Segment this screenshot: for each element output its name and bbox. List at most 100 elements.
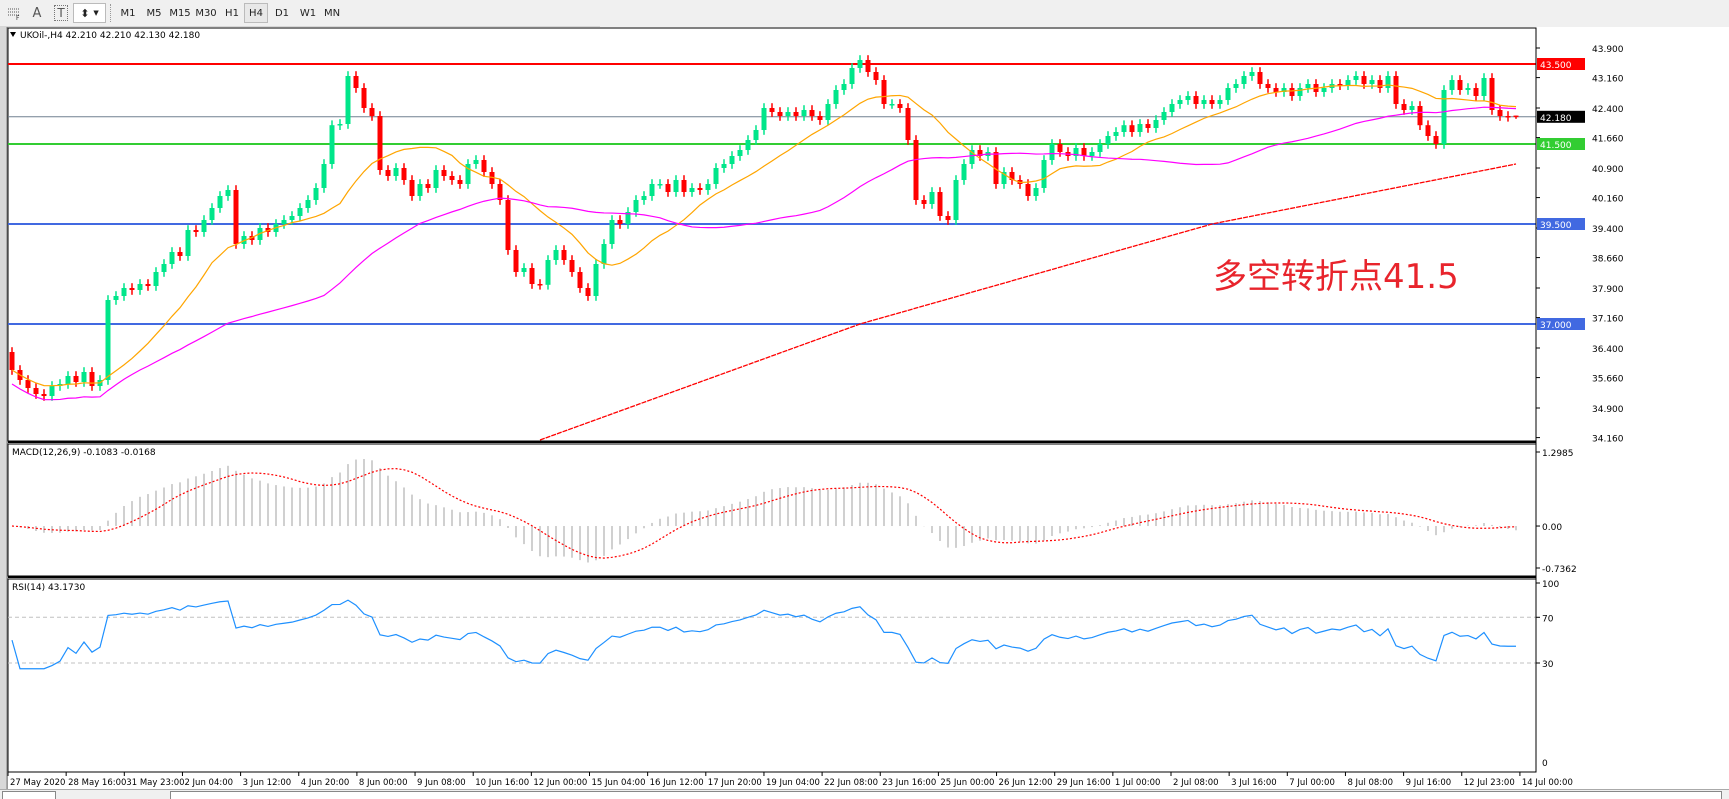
candle	[497, 179, 503, 205]
candle-body	[969, 150, 975, 164]
candle-body	[473, 160, 479, 164]
candle-body	[809, 110, 815, 116]
candle-body	[705, 184, 711, 190]
candle	[489, 167, 495, 189]
candle	[913, 135, 919, 205]
candle-body	[105, 300, 111, 380]
candle-body	[945, 216, 951, 220]
candle	[297, 203, 303, 221]
candle	[889, 99, 895, 109]
candle-body	[1449, 80, 1455, 90]
candle-body	[1249, 72, 1255, 76]
text-icon[interactable]: A	[32, 5, 42, 21]
candle	[1473, 83, 1479, 101]
candle	[1457, 75, 1463, 95]
x-tick-label: 9 Jul 16:00	[1406, 778, 1452, 788]
candle	[121, 283, 127, 301]
chart-tab[interactable]	[170, 791, 1722, 799]
candle-body	[337, 124, 343, 126]
candle-body	[1481, 78, 1487, 96]
timeframe-mn-button[interactable]: MN	[323, 7, 341, 19]
candle-body	[209, 208, 215, 220]
fibonacci-fan-icon[interactable]: F	[4, 3, 24, 23]
text-label-icon[interactable]: T	[52, 3, 70, 23]
timeframe-m30-button[interactable]: M30	[195, 7, 217, 19]
x-tick-label: 26 Jun 12:00	[999, 778, 1053, 788]
timeframe-w1-button[interactable]: W1	[299, 7, 317, 19]
candle-body	[193, 230, 199, 232]
candle	[65, 371, 71, 389]
candle-body	[953, 180, 959, 220]
main-panel	[7, 27, 1537, 442]
candle-body	[1145, 124, 1151, 128]
chart-tab[interactable]	[2, 791, 56, 799]
candle-body	[537, 284, 543, 286]
candle-body	[1497, 110, 1503, 116]
candle-body	[617, 220, 623, 224]
candle	[169, 247, 175, 269]
candle-body	[1001, 172, 1007, 184]
chart-title: UKOil-,H4 42.210 42.210 42.130 42.180	[20, 31, 200, 41]
rsi-label: RSI(14) 43.1730	[12, 583, 85, 593]
collapse-triangle-icon[interactable]	[10, 32, 16, 37]
timeframe-m5-button[interactable]: M5	[146, 7, 162, 19]
candle-body	[1281, 88, 1287, 92]
rsi-y-tick-label: 70	[1542, 614, 1554, 624]
candle	[41, 389, 47, 401]
svg-text:F: F	[16, 15, 20, 20]
timeframe-h1-button[interactable]: H1	[225, 7, 239, 19]
candle	[457, 175, 463, 189]
chart-tab[interactable]	[56, 791, 152, 798]
candle	[1177, 95, 1183, 109]
macd-y-tick-label: 0.00	[1542, 523, 1562, 533]
candle	[1321, 83, 1327, 97]
candle	[1353, 71, 1359, 85]
candle	[393, 163, 399, 181]
candle-body	[1217, 100, 1223, 104]
candle-body	[1257, 72, 1263, 84]
candle	[777, 107, 783, 121]
candle-body	[1097, 144, 1103, 152]
candle-body	[1225, 88, 1231, 100]
candle	[441, 165, 447, 181]
candle-body	[385, 170, 391, 176]
candle-body	[905, 108, 911, 140]
candle-body	[425, 184, 431, 188]
candle	[745, 135, 751, 155]
level-price-label: 41.500	[1540, 141, 1572, 151]
x-tick-label: 10 Jun 16:00	[475, 778, 529, 788]
timeframe-d1-button[interactable]: D1	[274, 7, 290, 19]
level-price-tag	[1537, 138, 1585, 150]
macd-y-tick-label: 1.2985	[1542, 449, 1574, 459]
candle-body	[353, 76, 359, 88]
candle-body	[889, 104, 895, 106]
candle	[857, 55, 863, 73]
candle	[673, 175, 679, 197]
candle-body	[833, 90, 839, 104]
arrows-dropdown-icon[interactable]: ⬍ ▼	[73, 3, 106, 23]
candle-body	[1409, 106, 1415, 110]
timeframe-m1-button[interactable]: M1	[120, 7, 136, 19]
candle-body	[1377, 80, 1383, 88]
candle-body	[609, 220, 615, 244]
candle	[313, 183, 319, 205]
candle-body	[217, 196, 223, 208]
timeframe-m15-button[interactable]: M15	[169, 7, 191, 19]
candle	[105, 295, 111, 385]
candle	[1049, 139, 1055, 165]
candle-body	[9, 352, 15, 370]
candle-body	[1433, 136, 1439, 144]
candle-body	[593, 264, 599, 296]
candle-body	[153, 272, 159, 286]
candle-body	[673, 180, 679, 192]
candle	[753, 125, 759, 145]
candle-body	[361, 88, 367, 108]
candle	[961, 159, 967, 185]
candle	[361, 83, 367, 113]
candle	[1145, 119, 1151, 133]
candle	[897, 99, 903, 113]
timeframe-h4-button[interactable]: H4	[244, 3, 268, 23]
candle	[561, 245, 567, 265]
candle	[1417, 101, 1423, 130]
